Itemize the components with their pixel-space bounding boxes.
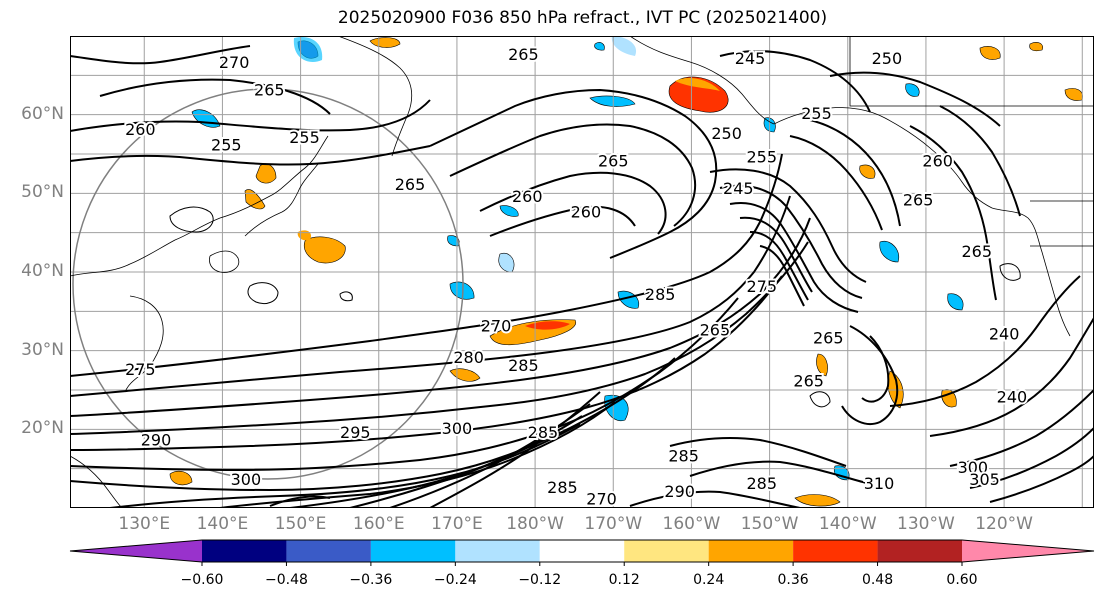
- contour-label: 260: [512, 187, 543, 206]
- contour-label: 265: [813, 328, 844, 347]
- colorbar-segment: [793, 540, 878, 562]
- colorbar-segment: [70, 540, 202, 562]
- longitude-label: 150°E: [274, 514, 327, 534]
- longitude-label: 160°W: [662, 514, 721, 534]
- contour-label: 255: [289, 128, 320, 147]
- longitude-label: 170°W: [584, 514, 643, 534]
- contour-label: 285: [528, 423, 559, 442]
- contour-label: 265: [903, 191, 934, 210]
- colorbar-tick-label: 0.60: [946, 572, 978, 588]
- contour-label: 240: [989, 324, 1020, 343]
- contour-label: 245: [723, 179, 754, 198]
- contour-label: 300: [231, 470, 262, 489]
- contour-label: 260: [125, 120, 156, 139]
- contour-label: 250: [872, 49, 903, 68]
- contour-label: 300: [958, 458, 989, 477]
- contour-label: 265: [598, 151, 629, 170]
- contour-label: 265: [961, 242, 992, 261]
- colorbar: [69, 539, 1095, 566]
- colorbar-tick-label: 0.48: [861, 572, 894, 588]
- contour-label: 240: [997, 387, 1028, 406]
- contour-label: 290: [664, 482, 695, 501]
- contour-label: 285: [668, 446, 699, 465]
- colorbar-tick-label: −0.36: [349, 572, 393, 588]
- colorbar-tick-label: 0.12: [608, 572, 640, 588]
- contour-label: 255: [801, 104, 832, 123]
- contour-label: 260: [571, 203, 602, 222]
- colorbar-segment: [202, 540, 287, 562]
- coastlines: [70, 36, 1094, 508]
- latitude-label: 20°N: [21, 418, 64, 439]
- colorbar-segments: [69, 539, 1095, 566]
- contour-label: 265: [700, 321, 731, 340]
- latitude-label: 60°N: [21, 103, 64, 124]
- contour-label: 245: [735, 49, 766, 68]
- range-circle: [72, 88, 464, 480]
- colorbar-segment: [624, 540, 709, 562]
- contour-label: 305: [969, 470, 1000, 489]
- longitude-label: 160°E: [352, 514, 405, 534]
- contour-label: 285: [508, 356, 539, 375]
- longitude-label: 170°E: [431, 514, 483, 534]
- longitude-label: 120°W: [975, 514, 1033, 534]
- contour-label: 290: [141, 431, 172, 450]
- longitude-label: 130°E: [118, 514, 171, 534]
- colorbar-tick-label: −0.24: [433, 572, 477, 588]
- contour-label: 285: [645, 285, 676, 304]
- colorbar-segment: [877, 540, 962, 562]
- contour-label: 300: [442, 419, 473, 438]
- longitude-label: 180°W: [506, 514, 564, 534]
- contour-label: 265: [508, 45, 539, 64]
- colorbar-tick-label: 0.36: [777, 572, 809, 588]
- contour-label: 260: [922, 151, 953, 170]
- contour-label: 275: [747, 277, 778, 296]
- colorbar-segment: [370, 540, 456, 562]
- contour-lines: [70, 45, 1094, 508]
- colorbar-segment: [455, 540, 540, 562]
- contour-label: 270: [219, 53, 250, 72]
- longitude-label: 130°W: [897, 514, 955, 534]
- plot-title: 2025020900 F036 850 hPa refract., IVT PC…: [337, 8, 828, 28]
- contour-label: 285: [747, 474, 778, 493]
- colorbar-segment: [962, 540, 1094, 562]
- contour-label: 250: [711, 124, 742, 143]
- contour-label: 255: [211, 136, 242, 155]
- contour-label: 285: [547, 478, 578, 497]
- contour-label: 265: [793, 372, 824, 391]
- contour-label: 270: [586, 490, 617, 508]
- colorbar-tick-label: −0.12: [518, 572, 562, 588]
- contour-label: 270: [481, 317, 512, 336]
- colorbar-segment: [286, 540, 371, 562]
- latitude-label: 50°N: [21, 182, 64, 203]
- contour-label: 255: [747, 147, 778, 166]
- longitude-label: 140°W: [818, 514, 877, 534]
- longitude-label: 140°E: [196, 514, 249, 534]
- colorbar-tick-label: −0.60: [180, 572, 224, 588]
- contour-label: 295: [340, 423, 371, 442]
- latitude-label: 30°N: [21, 339, 64, 360]
- contour-label: 265: [254, 81, 285, 100]
- contour-label: 275: [125, 360, 156, 379]
- contour-label: 265: [395, 175, 426, 194]
- contour-label: 280: [453, 348, 484, 367]
- colorbar-segment: [539, 540, 625, 562]
- contour-label: 310: [864, 474, 895, 493]
- longitude-label: 150°W: [740, 514, 799, 534]
- minor-contours: [169, 206, 1021, 408]
- colorbar-tick-label: 0.24: [693, 572, 725, 588]
- colorbar-segment: [708, 540, 794, 562]
- latitude-label: 40°N: [21, 261, 64, 281]
- colorbar-tick-label: −0.48: [264, 572, 308, 588]
